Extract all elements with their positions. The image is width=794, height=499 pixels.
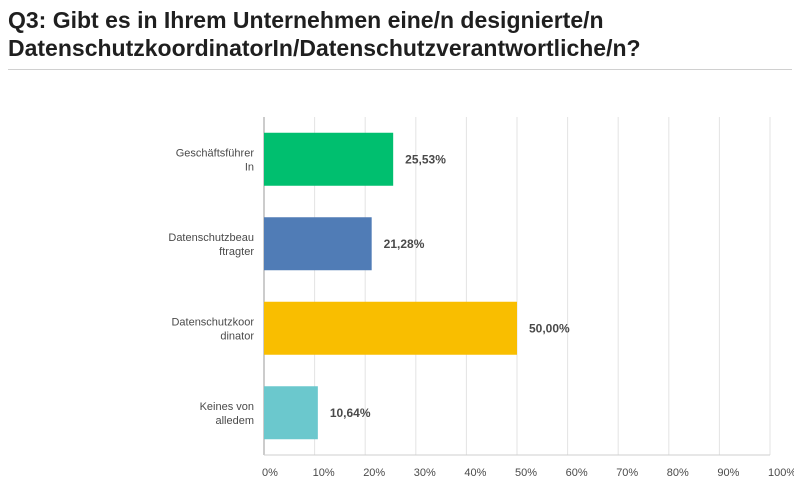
category-label: ftragter <box>219 246 254 258</box>
data-label: 25,53% <box>405 152 446 166</box>
bar <box>264 217 372 271</box>
x-tick-label: 30% <box>414 467 436 479</box>
x-tick-label: 70% <box>616 467 638 479</box>
category-label: Datenschutzbeau <box>168 232 254 244</box>
page-title: Q3: Gibt es in Ihrem Unternehmen eine/n … <box>8 6 788 62</box>
x-tick-label: 40% <box>464 467 486 479</box>
category-label: Geschäftsführer <box>176 147 255 159</box>
category-label: Keines von <box>200 401 254 413</box>
x-tick-label: 10% <box>313 467 335 479</box>
x-tick-label: 0% <box>262 467 278 479</box>
title-line-1: Q3: Gibt es in Ihrem Unternehmen eine/n … <box>8 7 604 33</box>
bar <box>264 132 394 186</box>
x-tick-label: 90% <box>717 467 739 479</box>
x-tick-label: 80% <box>667 467 689 479</box>
data-label: 21,28% <box>384 237 425 251</box>
x-tick-label: 60% <box>566 467 588 479</box>
bar <box>264 386 318 440</box>
title-divider <box>8 69 792 70</box>
x-tick-label: 50% <box>515 467 537 479</box>
data-label: 50,00% <box>529 321 570 335</box>
category-label: Datenschutzkoor <box>171 316 254 328</box>
x-tick-label: 100% <box>768 467 794 479</box>
bar <box>264 301 517 355</box>
category-label: dinator <box>220 330 254 342</box>
category-label: alledem <box>215 415 254 427</box>
x-tick-label: 20% <box>363 467 385 479</box>
category-label: In <box>245 161 254 173</box>
title-line-2: DatenschutzkoordinatorIn/Datenschutzvera… <box>8 35 641 61</box>
data-label: 10,64% <box>330 406 371 420</box>
